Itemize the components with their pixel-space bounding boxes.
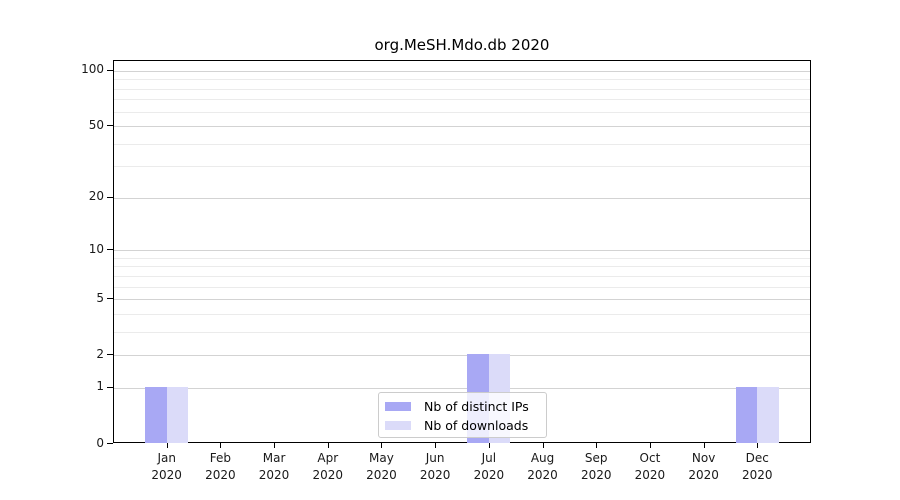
gridline-major	[114, 355, 810, 357]
y-tick-mark	[107, 354, 113, 356]
x-tick-label-sep: Sep 2020	[566, 450, 626, 483]
bar-nb-of-distinct-ips-jan	[145, 386, 167, 443]
x-tick-year: 2020	[527, 467, 558, 482]
y-tick-label: 1	[96, 379, 104, 394]
x-tick-label-jul: Jul 2020	[459, 450, 519, 483]
x-tick-month: Dec	[745, 451, 769, 465]
chart-title: org.MeSH.Mdo.db 2020	[374, 36, 550, 54]
x-tick-label-oct: Oct 2020	[620, 450, 680, 483]
x-tick-year: 2020	[366, 467, 397, 482]
x-tick-year: 2020	[419, 467, 451, 482]
gridline-minor	[114, 111, 810, 113]
x-tick-month: Nov	[691, 451, 716, 465]
x-tick-year: 2020	[205, 467, 236, 482]
gridline-minor	[114, 257, 810, 259]
y-tick-label: 2	[96, 346, 104, 361]
legend-swatch-distinct-ips	[385, 402, 411, 411]
y-tick-mark	[107, 386, 113, 388]
x-tick-year: 2020	[688, 467, 719, 482]
y-tick-mark	[107, 196, 113, 198]
bar-nb-of-distinct-ips-dec	[735, 386, 758, 443]
gridline-major	[114, 387, 810, 389]
gridline-minor	[114, 286, 810, 288]
x-tick-year: 2020	[473, 467, 505, 482]
gridline-minor	[114, 143, 810, 145]
x-tick-label-mar: Mar 2020	[244, 450, 304, 483]
gridline-minor	[114, 331, 810, 333]
y-tick-mark	[107, 443, 113, 444]
x-tick-year: 2020	[258, 467, 290, 482]
legend-item-distinct-ips: Nb of distinct IPs	[385, 397, 546, 416]
gridline-major	[114, 250, 810, 252]
gridline-minor	[114, 275, 810, 277]
legend-label-distinct-ips: Nb of distinct IPs	[424, 399, 529, 414]
x-tick-mark	[488, 443, 490, 448]
x-tick-label-jan: Jan 2020	[137, 450, 197, 483]
gridline-minor	[114, 99, 810, 101]
x-tick-mark	[703, 443, 705, 448]
x-tick-mark	[435, 443, 437, 448]
x-tick-mark	[649, 443, 651, 448]
gridline-major	[114, 126, 810, 128]
bar-nb-of-downloads-jan	[166, 386, 189, 443]
y-tick-label: 0	[96, 435, 104, 450]
gridline-minor	[114, 313, 810, 315]
y-tick-mark	[107, 125, 113, 127]
y-tick-mark	[107, 298, 113, 300]
y-tick-label: 100	[81, 62, 104, 77]
gridline-major	[114, 70, 810, 72]
bar-nb-of-downloads-dec	[757, 386, 779, 443]
x-tick-label-aug: Aug 2020	[513, 450, 573, 483]
x-tick-mark	[381, 443, 383, 448]
x-tick-year: 2020	[634, 467, 666, 482]
x-tick-mark	[596, 443, 598, 448]
x-tick-month: Mar	[262, 451, 286, 465]
x-tick-label-nov: Nov 2020	[674, 450, 734, 483]
x-tick-year: 2020	[742, 467, 773, 482]
x-tick-mark	[757, 443, 759, 448]
x-tick-mark	[166, 443, 168, 448]
x-tick-label-may: May 2020	[351, 450, 411, 483]
y-tick-label: 20	[88, 189, 104, 204]
x-tick-mark	[327, 443, 329, 448]
x-tick-label-dec: Dec 2020	[727, 450, 787, 483]
x-tick-month: Aug	[530, 451, 555, 465]
x-tick-month: Sep	[584, 451, 608, 465]
legend-swatch-downloads	[385, 421, 411, 430]
x-tick-year: 2020	[580, 467, 612, 482]
x-tick-month: Jun	[425, 451, 445, 465]
x-tick-year: 2020	[312, 467, 344, 482]
x-tick-month: May	[369, 451, 394, 465]
x-tick-year: 2020	[151, 467, 182, 482]
x-tick-month: Oct	[639, 451, 661, 465]
x-tick-month: Apr	[317, 451, 339, 465]
gridline-minor	[114, 79, 810, 81]
x-tick-label-jun: Jun 2020	[405, 450, 465, 483]
x-tick-month: Feb	[209, 451, 231, 465]
gridline-minor	[114, 166, 810, 168]
x-tick-label-feb: Feb 2020	[190, 450, 250, 483]
gridline-minor	[114, 88, 810, 90]
x-tick-label-apr: Apr 2020	[298, 450, 358, 483]
x-tick-month: Jul	[481, 451, 497, 465]
legend-label-downloads: Nb of downloads	[424, 418, 529, 433]
y-tick-mark	[107, 249, 113, 251]
y-tick-label: 5	[96, 290, 104, 305]
gridline-major	[114, 197, 810, 199]
gridline-major	[114, 299, 810, 301]
x-tick-mark	[220, 443, 222, 448]
x-tick-mark	[542, 443, 544, 448]
legend-item-downloads: Nb of downloads	[385, 416, 546, 435]
y-tick-mark	[107, 69, 113, 71]
gridline-minor	[114, 266, 810, 268]
legend: Nb of distinct IPs Nb of downloads	[378, 392, 547, 438]
plot-area	[113, 60, 811, 443]
x-tick-month: Jan	[157, 451, 176, 465]
x-tick-mark	[274, 443, 276, 448]
y-tick-label: 50	[88, 117, 104, 132]
y-tick-label: 10	[88, 241, 104, 256]
